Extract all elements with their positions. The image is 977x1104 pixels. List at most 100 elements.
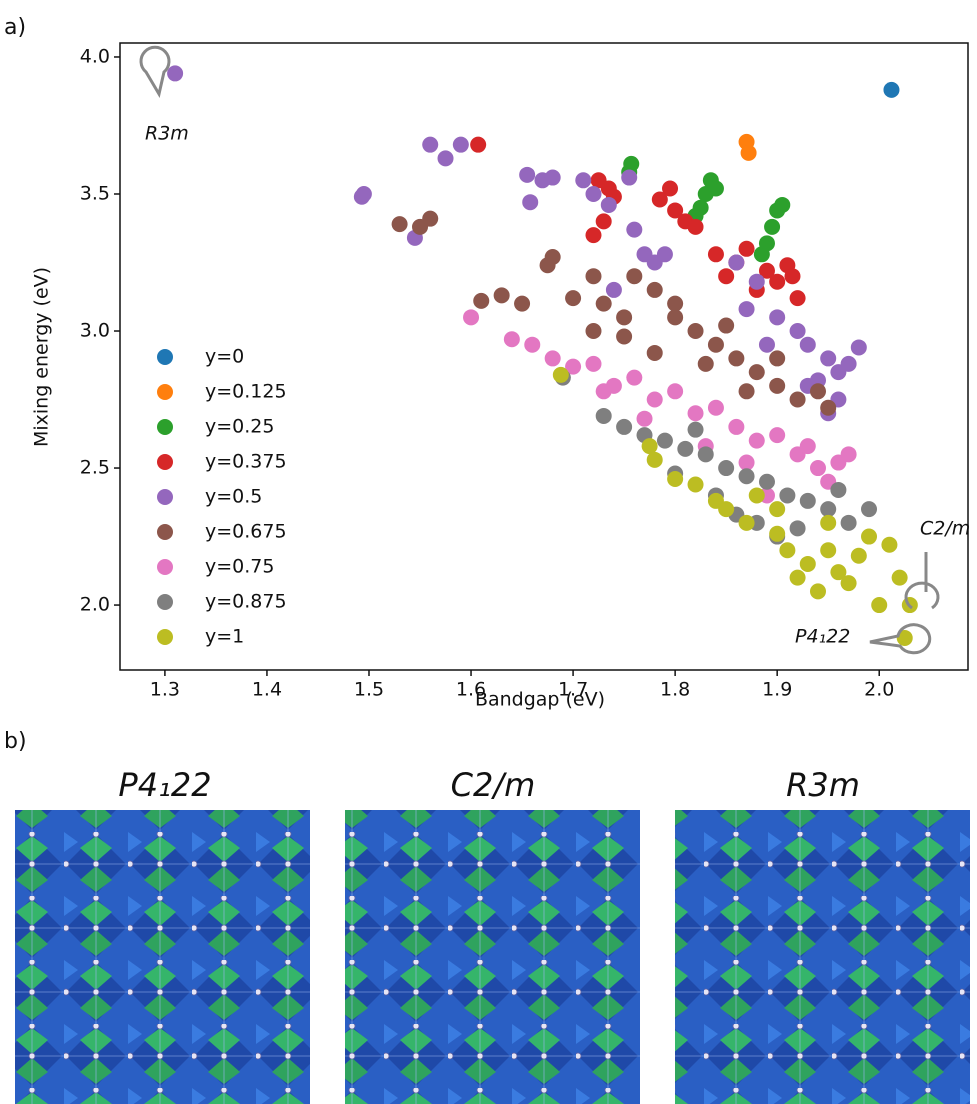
legend-label: y=0.5 <box>205 486 262 508</box>
point <box>784 268 801 285</box>
point <box>820 542 837 559</box>
point <box>667 202 684 219</box>
point <box>707 336 724 353</box>
point <box>621 169 638 186</box>
x-tick-label: 1.4 <box>252 679 282 701</box>
point <box>585 268 602 285</box>
structure-title: P4₁22 <box>118 766 211 804</box>
point <box>799 492 816 509</box>
points-layer <box>167 65 918 646</box>
point <box>626 221 643 238</box>
point <box>769 525 786 542</box>
y-tick-label: 2.0 <box>80 594 110 616</box>
panel-label: a) <box>4 15 26 40</box>
annotation: R3m <box>145 123 189 145</box>
x-tick-label: 2.0 <box>864 679 894 701</box>
point <box>748 432 765 449</box>
point <box>167 65 184 82</box>
structure-title: R3m <box>786 766 860 804</box>
plot-frame <box>119 42 969 671</box>
point <box>728 418 745 435</box>
point <box>687 421 704 438</box>
legend-marker <box>157 524 173 540</box>
point <box>585 185 602 202</box>
point <box>769 501 786 518</box>
point <box>789 391 806 408</box>
point <box>769 273 786 290</box>
point <box>707 180 724 197</box>
point <box>687 218 704 235</box>
point <box>718 460 735 477</box>
point <box>840 355 857 372</box>
point <box>820 350 837 367</box>
point <box>463 309 480 326</box>
x-tick-label: 1.7 <box>558 679 588 701</box>
point <box>616 418 633 435</box>
point <box>585 227 602 244</box>
point <box>585 355 602 372</box>
point <box>707 399 724 416</box>
point <box>355 185 372 202</box>
structure-image <box>15 810 310 1104</box>
point <box>840 575 857 592</box>
legend-label: y=0 <box>205 346 244 368</box>
point <box>519 166 536 183</box>
legend-marker <box>157 629 173 645</box>
annotation: C2/m <box>920 518 970 540</box>
point <box>422 136 439 153</box>
point <box>493 287 510 304</box>
point <box>636 410 653 427</box>
point <box>646 281 663 298</box>
point <box>514 295 531 312</box>
point <box>692 199 709 216</box>
point <box>626 369 643 386</box>
point <box>646 344 663 361</box>
y-axis-label: Mixing energy (eV) <box>31 267 53 447</box>
structure-image <box>675 810 970 1104</box>
point <box>470 136 487 153</box>
legend-marker <box>157 594 173 610</box>
annotation: P4₁22 <box>795 626 850 648</box>
point <box>769 350 786 367</box>
point <box>789 290 806 307</box>
point <box>789 569 806 586</box>
legend-marker <box>157 454 173 470</box>
legend-label: y=0.125 <box>205 381 287 403</box>
point <box>687 405 704 422</box>
panel-label: b) <box>4 729 27 754</box>
point <box>881 536 898 553</box>
point <box>820 399 837 416</box>
point <box>437 150 454 167</box>
point <box>687 323 704 340</box>
point <box>422 210 439 227</box>
point <box>769 309 786 326</box>
point <box>687 476 704 493</box>
point <box>861 501 878 518</box>
point <box>891 569 908 586</box>
callout <box>904 552 940 610</box>
point <box>779 542 796 559</box>
legend-marker <box>157 419 173 435</box>
point <box>595 383 612 400</box>
y-tick-label: 3.5 <box>80 182 110 204</box>
point <box>662 180 679 197</box>
legend-label: y=1 <box>205 626 244 648</box>
x-axis-label: Bandgap (eV) <box>475 689 605 711</box>
point <box>728 254 745 271</box>
point <box>758 262 775 279</box>
point <box>809 583 826 600</box>
point <box>789 520 806 537</box>
point <box>830 564 847 581</box>
point <box>728 350 745 367</box>
callout <box>869 623 932 655</box>
point <box>779 487 796 504</box>
point <box>697 446 714 463</box>
point <box>544 169 561 186</box>
point <box>830 481 847 498</box>
point <box>575 172 592 189</box>
point <box>769 427 786 444</box>
callouts <box>139 45 940 655</box>
point <box>544 350 561 367</box>
point <box>740 144 757 161</box>
point <box>391 216 408 233</box>
